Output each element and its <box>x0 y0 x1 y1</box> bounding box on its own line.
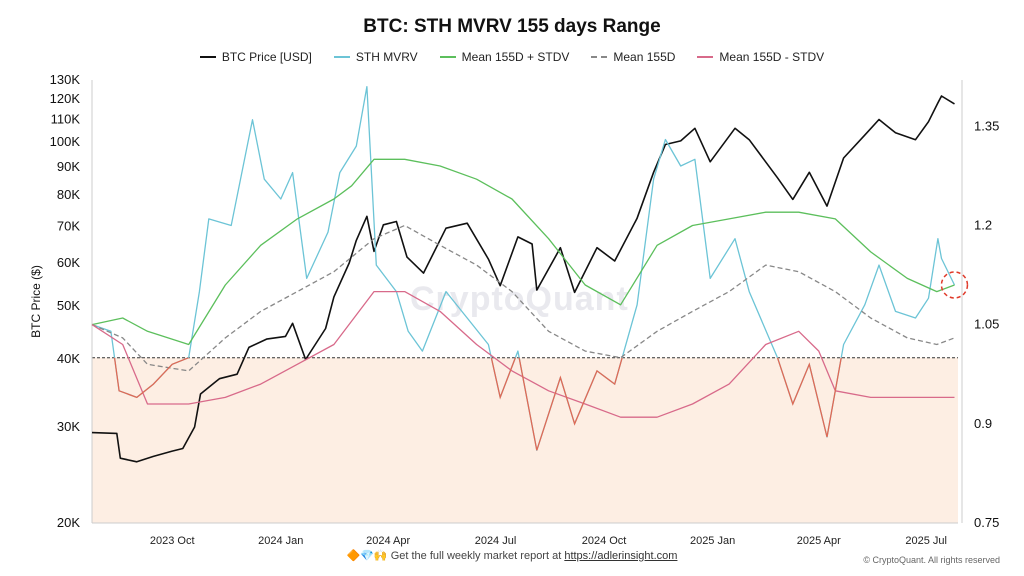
legend-item: Mean 155D + STDV <box>439 50 570 64</box>
x-tick-label: 2024 Jan <box>258 535 303 547</box>
y-tick-label: 50K <box>57 298 80 313</box>
copyright: © CryptoQuant. All rights reserved <box>863 555 1000 565</box>
x-tick-label: 2024 Jul <box>475 535 517 547</box>
legend-swatch <box>591 56 608 58</box>
y-tick-label: 110K <box>51 112 81 127</box>
legend-swatch <box>697 56 714 58</box>
y-tick-label: 100K <box>50 134 81 149</box>
legend-swatch <box>199 56 216 58</box>
y-tick-label: 130K <box>50 72 81 87</box>
y-tick-label: 20K <box>57 515 80 530</box>
footer-link[interactable]: https://adlerinsight.com <box>564 550 678 562</box>
y-tick-label: 120K <box>50 91 81 106</box>
x-tick-label: 2025 Jan <box>690 535 735 547</box>
x-tick-label: 2025 Jul <box>905 535 947 547</box>
y-tick-label: 30K <box>57 419 80 434</box>
footer-text: Get the full weekly market report at <box>390 550 562 562</box>
series-line-0 <box>91 95 955 463</box>
y-tick-label: 60K <box>57 255 80 270</box>
legend-item: BTC Price [USD] <box>199 50 312 64</box>
y-tick-label: 40K <box>57 351 80 366</box>
x-tick-label: 2024 Oct <box>582 535 627 547</box>
series-line-4 <box>91 290 955 418</box>
x-tick-label: 2024 Apr <box>366 535 410 547</box>
legend-swatch <box>333 56 350 58</box>
y2-tick-label: 1.05 <box>974 317 999 332</box>
sth-mvrv-below-threshold <box>113 357 842 451</box>
x-tick-label: 2023 Oct <box>150 535 195 547</box>
y2-tick-label: 0.75 <box>974 515 999 530</box>
legend-label: STH MVRV <box>355 50 418 64</box>
legend-label: BTC Price [USD] <box>221 50 312 64</box>
y-tick-label: 70K <box>57 219 80 234</box>
y2-tick-label: 1.35 <box>974 118 999 133</box>
y-axis-label: BTC Price ($) <box>29 265 43 338</box>
legend-label: Mean 155D - STDV <box>719 50 825 64</box>
highlight-marker <box>940 271 969 299</box>
y-tick-label: 80K <box>57 187 80 202</box>
y-tick-label: 90K <box>57 159 80 174</box>
footer: 🔶💎🙌 Get the full weekly market report at… <box>0 549 1024 562</box>
legend-item: STH MVRV <box>333 50 418 64</box>
y2-tick-label: 0.9 <box>974 416 992 431</box>
series-line-3 <box>91 224 955 372</box>
x-tick-label: 2025 Apr <box>797 535 841 547</box>
legend-label: Mean 155D + STDV <box>461 50 570 64</box>
legend-item: Mean 155D <box>591 50 675 64</box>
legend-swatch <box>439 56 456 58</box>
legend-label: Mean 155D <box>613 50 676 64</box>
legend: BTC Price [USD] STH MVRV Mean 155D + STDV M… <box>0 50 1024 64</box>
watermark: CryptoQuant <box>410 280 629 318</box>
chart-title: BTC: STH MVRV 155 days Range <box>363 16 661 37</box>
legend-item: Mean 155D - STDV <box>697 50 824 64</box>
footer-emoji: 🔶💎🙌 <box>346 550 388 562</box>
y2-tick-label: 1.2 <box>974 217 992 232</box>
below-threshold-zone <box>92 357 958 523</box>
series-line-2 <box>91 158 955 346</box>
